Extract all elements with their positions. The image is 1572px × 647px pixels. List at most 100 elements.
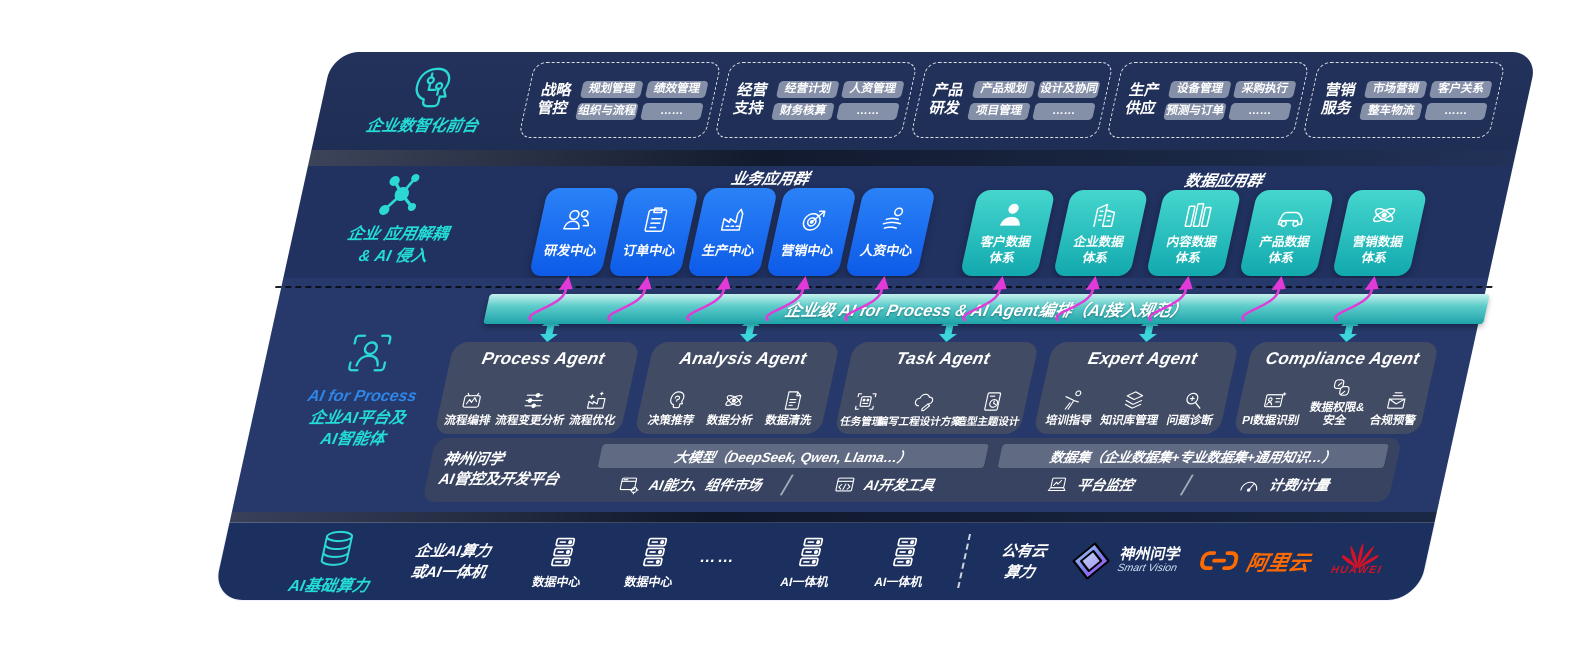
data-app-box: 内容数据 体系	[1145, 190, 1242, 322]
agent-item: 培训指导	[1044, 389, 1099, 428]
agent-item-label: 数据权限& 安全	[1308, 401, 1366, 427]
front-office-label: 企业数智化前台	[364, 118, 480, 135]
smartvision-text: 神州问学 Smart Vision	[1116, 545, 1183, 575]
design-check-icon	[978, 390, 1006, 413]
data-app-box: 客户数据 体系	[959, 190, 1056, 322]
alicloud-icon	[1196, 549, 1242, 575]
app-box-label: 营销数据 体系	[1351, 234, 1405, 265]
cloud-pen-icon	[910, 390, 938, 413]
training-icon	[1059, 389, 1087, 412]
module-chip: 设备管理	[1167, 80, 1232, 98]
molecule-icon	[372, 172, 431, 220]
module-chip: ……	[836, 102, 900, 120]
data-app-box: 企业数据 体系	[1052, 190, 1149, 322]
agent-item-label: 流程编排	[443, 414, 492, 427]
agent-title: Process Agent	[480, 349, 607, 368]
front-group-name: 经营 支持	[731, 82, 770, 117]
server-icon	[790, 535, 831, 569]
car-icon	[1272, 200, 1309, 230]
agent-item: 流程变更分析	[494, 389, 572, 428]
front-groups: 战略 管控 规划管理 绩效管理 组织与流程…… 经营 支持 经营计划 人资管理 财务核算…… 产品研…	[518, 62, 1506, 138]
business-app-box: 人资中心	[844, 188, 937, 322]
infra-label: AI基础算力	[286, 578, 371, 595]
module-chip: 市场营销	[1363, 80, 1428, 98]
laptop-chart-icon	[1044, 474, 1071, 496]
front-group-chips: 设备管理 采购执行 预测与订单……	[1163, 80, 1297, 120]
gauge-icon	[1236, 474, 1263, 496]
app-box-label: 人资中心	[858, 243, 915, 258]
server-icon	[542, 535, 583, 569]
app-box-label: 营销中心	[779, 243, 836, 258]
front-group: 生产 供应 设备管理 采购执行 预测与订单……	[1106, 62, 1310, 138]
agent-card: Expert Agent 培训指导 知识库管理 问题诊断	[1033, 342, 1240, 434]
data-app-box: 产品数据 体系	[1238, 190, 1335, 322]
server-icon	[634, 535, 675, 569]
agent-item-label: 编写工程设计方案	[876, 415, 964, 428]
agent-card-wrap: Analysis Agent 决策推荐 数据分析 数据清洗	[633, 318, 845, 434]
module-chip: 项目管理	[967, 102, 1031, 120]
agent-title: Expert Agent	[1086, 349, 1200, 368]
agent-item-label: PI数据识别	[1240, 414, 1301, 427]
building-icon	[1086, 200, 1123, 230]
module-chip: 经营计划	[775, 80, 840, 98]
factory-icon	[717, 205, 754, 235]
agent-items: 培训指导 知识库管理 问题诊断	[1041, 369, 1228, 428]
doc-clean-icon	[779, 389, 807, 412]
agent-item-label: 造型主题设计	[954, 415, 1021, 428]
agent-item: 编写工程设计方案	[876, 390, 965, 428]
flow-wave-icon	[458, 389, 486, 412]
agent-item: 流程优化	[568, 389, 623, 428]
architecture-diagram: 企业数智化前台 战略 管控 规划管理 绩效管理 组织与流程…… 经营 支持 经营计划 人资管理财…	[212, 52, 1538, 600]
server-item: AI一体机	[857, 535, 949, 590]
agent-item-label: 数据清洗	[763, 414, 813, 427]
server-icon	[884, 535, 925, 569]
layer-edge	[307, 150, 1517, 166]
person-icon	[993, 200, 1030, 230]
permission-icon	[1328, 376, 1356, 399]
infra-label-block: AI基础算力	[251, 529, 416, 596]
module-chip: 绩效管理	[644, 80, 709, 98]
agent-item: 数据清洗	[764, 389, 819, 428]
module-chip: 规划管理	[579, 80, 644, 98]
ai-platform-band: 企业级 AI for Process & AI Agent编排（AI接入规范） …	[231, 278, 1493, 512]
agent-item-label: 流程优化	[567, 414, 617, 427]
module-chip: 整车物流	[1359, 102, 1423, 120]
person-waves-icon	[875, 205, 912, 235]
magenta-curve-arrow	[1136, 274, 1210, 327]
server-label: 数据中心	[622, 575, 675, 589]
data-app-box: 营销数据 体系	[1331, 190, 1428, 322]
module-chip: ……	[640, 102, 704, 120]
agent-item-label: 决策推荐	[646, 414, 696, 427]
agent-item: 任务管理	[839, 390, 887, 428]
module-chip: ……	[1424, 102, 1488, 120]
front-office-band: 企业数智化前台 战略 管控 规划管理 绩效管理 组织与流程…… 经营 支持 经营计划 人资管理财…	[311, 52, 1538, 150]
app-box-label: 订单中心	[621, 243, 678, 258]
agent-card: Compliance Agent PI数据识别 数据权限& 安全 合规预警	[1233, 342, 1440, 434]
dataset-bar: 数据集（企业数据集+专业数据集+通用知识…）	[997, 444, 1389, 468]
module-chip: 财务核算	[771, 102, 835, 120]
agent-item-label: 问题诊断	[1165, 414, 1215, 427]
compute-label: 企业AI算力 或AI一体机	[409, 543, 493, 581]
app-box-label: 内容数据 体系	[1165, 234, 1219, 265]
alicloud-logo: 阿里云	[1196, 547, 1314, 577]
agent-item-label: 培训指导	[1044, 414, 1094, 427]
infrastructure-band: AI基础算力 企业AI算力 或AI一体机 数据中心 数据中心 …… AI一体机 AI一体机 公…	[212, 523, 1435, 600]
agent-item: 数据权限& 安全	[1300, 376, 1378, 428]
magenta-curve-arrow	[596, 274, 669, 325]
platform-cell-label: 计费/计量	[1267, 476, 1332, 493]
atom-icon	[720, 389, 748, 412]
smartvision-title: 神州问学	[1118, 545, 1183, 563]
huawei-text: HUAWEI	[1329, 564, 1384, 576]
agent-card: Analysis Agent 决策推荐 数据分析 数据清洗	[633, 342, 840, 434]
agent-title: Analysis Agent	[678, 349, 809, 368]
dev-platform: 神州问学 AI管控及开发平台 大模型（DeepSeek, Qwen, Llama……	[422, 438, 1403, 502]
platform-cell: AI能力、组件市场	[591, 474, 788, 496]
front-group-chips: 市场营销 客户关系 整车物流……	[1359, 80, 1493, 120]
application-band: 企业 应用解耦 & AI 侵入 业务应用群 数据应用群 研发中心 订单中心 生产中心 营…	[283, 166, 1513, 322]
atom-icon	[1365, 200, 1402, 230]
books-icon	[1179, 200, 1216, 230]
focus-person-icon	[342, 330, 398, 376]
app-box-label: 研发中心	[542, 243, 599, 258]
app-box-label: 产品数据 体系	[1258, 234, 1312, 265]
module-chip: ……	[1228, 102, 1292, 120]
